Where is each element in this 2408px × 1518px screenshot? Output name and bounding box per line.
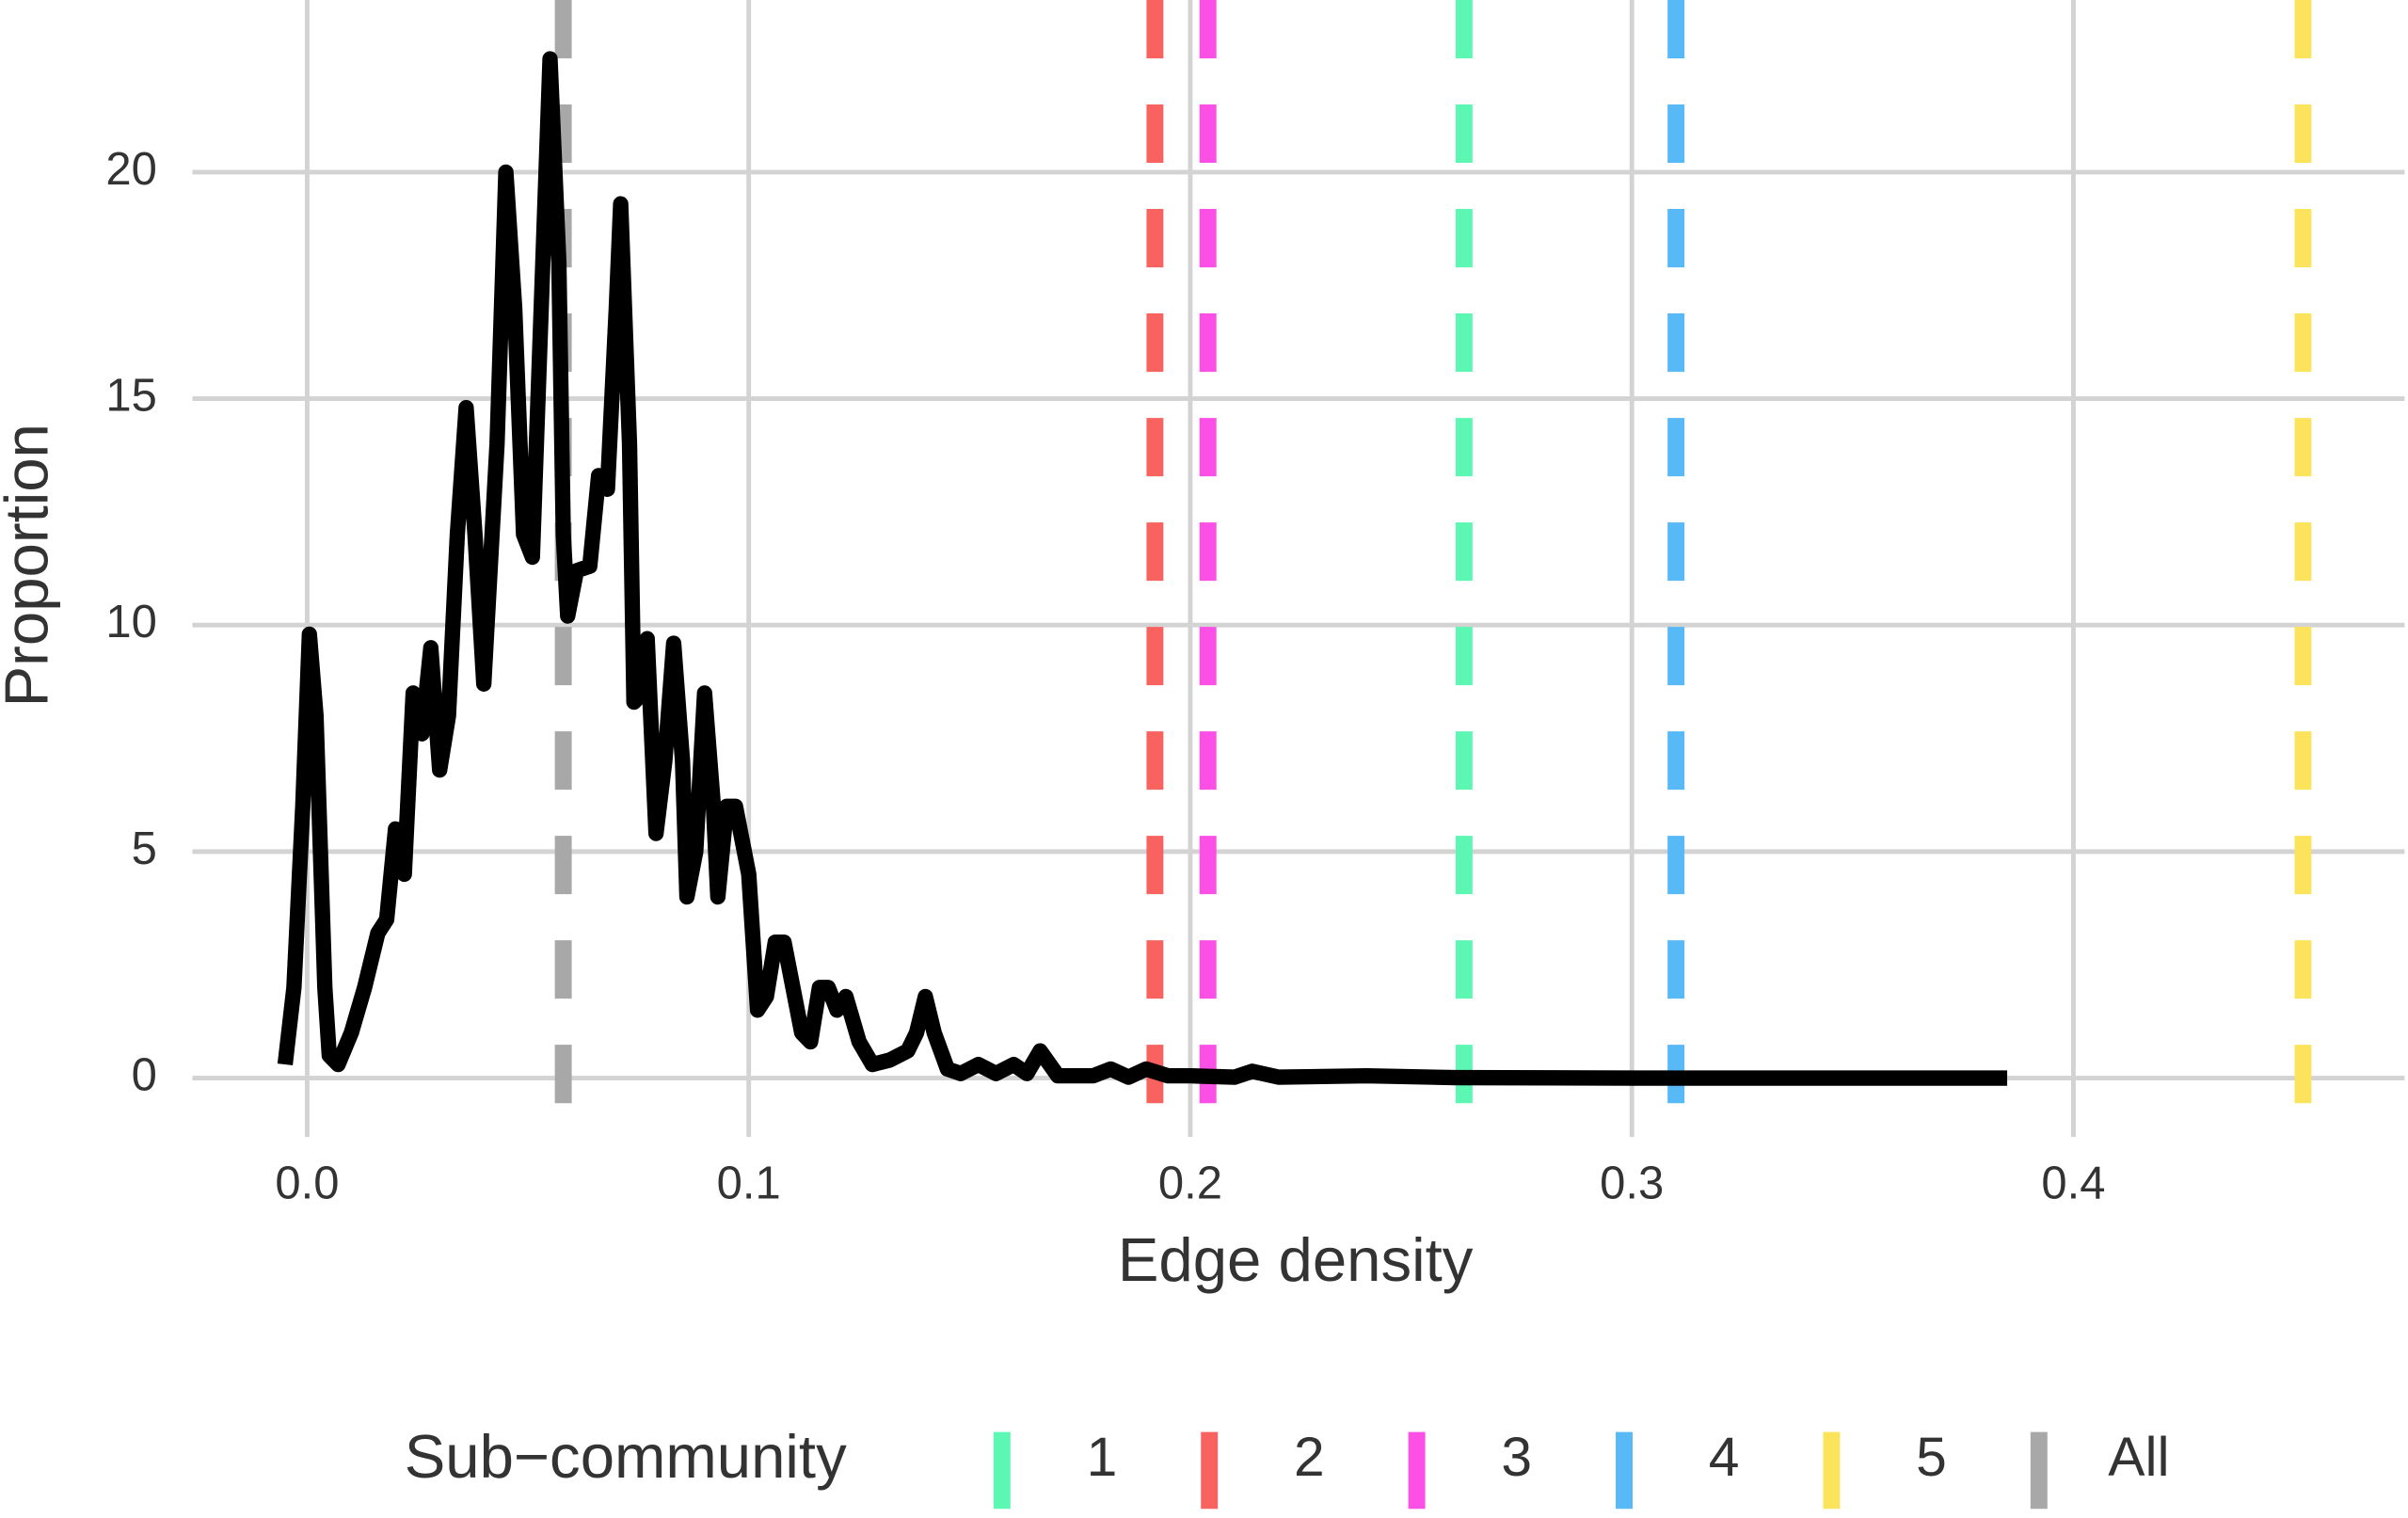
y-tick-label: 0 [132, 1049, 157, 1100]
legend-label: 4 [1709, 1427, 1740, 1488]
density-line [277, 51, 2008, 1086]
x-tick-label: 0.2 [1158, 1158, 1222, 1208]
x-tick-label: 0.4 [2041, 1158, 2105, 1208]
y-tick-label: 15 [105, 371, 156, 422]
legend-label: All [2108, 1427, 2169, 1488]
legend-label: 1 [1087, 1427, 1118, 1488]
y-axis-title: Proportion [0, 423, 60, 707]
x-axis-title: Edge density [1118, 1225, 1474, 1294]
y-tick-label: 20 [105, 144, 156, 195]
legend-label: 2 [1294, 1427, 1325, 1488]
x-tick-label: 0.0 [275, 1158, 339, 1208]
y-tick-label: 10 [105, 597, 156, 647]
legend-label: 3 [1501, 1427, 1532, 1488]
x-tick-label: 0.1 [717, 1158, 781, 1208]
y-tick-label: 5 [132, 823, 157, 874]
x-tick-label: 0.3 [1600, 1158, 1664, 1208]
legend-title: Sub−community [405, 1422, 847, 1491]
legend-label: 5 [1916, 1427, 1947, 1488]
